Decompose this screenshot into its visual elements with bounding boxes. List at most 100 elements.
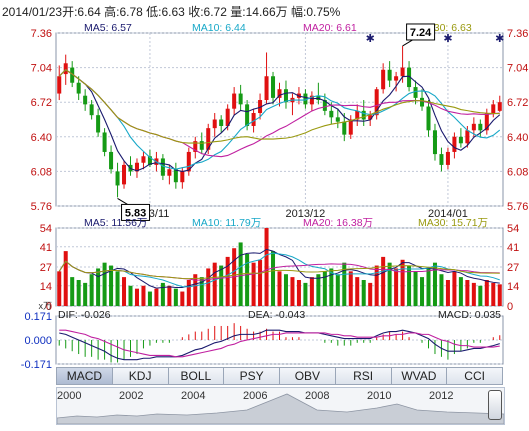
price-legend-item: MA10: 6.44 xyxy=(192,22,246,34)
volume-legend-item: MA30: 15.71万 xyxy=(418,217,488,229)
timeline-drag-handle[interactable] xyxy=(488,390,502,420)
candle-body xyxy=(335,117,340,122)
volume-bar xyxy=(199,277,204,306)
volume-bar xyxy=(102,262,107,306)
volume-bar xyxy=(478,285,483,306)
candle-body xyxy=(225,108,230,126)
volume-bar xyxy=(445,280,450,306)
volume-bar xyxy=(368,282,373,306)
volume-bar xyxy=(335,274,340,306)
volume-tick-right: 27 xyxy=(507,262,519,274)
macd-tick-left: 0.000 xyxy=(24,335,52,347)
volume-bar xyxy=(141,285,146,306)
volume-bar xyxy=(245,254,250,306)
volume-bar xyxy=(491,282,496,306)
macd-legend-item: DEA: -0.043 xyxy=(248,309,305,321)
volume-bar xyxy=(186,280,191,306)
candle-body xyxy=(193,141,198,152)
volume-tick-left: 41 xyxy=(40,242,52,254)
volume-bar xyxy=(290,277,295,306)
callout-leader xyxy=(117,198,128,205)
year-label: 2008 xyxy=(305,390,330,402)
volume-bar xyxy=(160,282,165,306)
candle-body xyxy=(180,171,185,183)
tab-cci[interactable]: CCI xyxy=(446,367,503,385)
candle-body xyxy=(57,76,62,94)
tab-obv[interactable]: OBV xyxy=(279,367,335,385)
volume-bar xyxy=(309,277,314,306)
candle-body xyxy=(374,89,379,116)
candle-body xyxy=(186,151,191,172)
price-legend-item: MA5: 6.57 xyxy=(84,22,132,34)
tab-kdj[interactable]: KDJ xyxy=(111,367,168,385)
price-tick-right: 5.76 xyxy=(507,201,528,213)
candle-body xyxy=(445,151,450,165)
callout-value: 7.24 xyxy=(410,27,432,39)
price-tick-left: 6.40 xyxy=(31,132,52,144)
low-value: 6.63 xyxy=(161,5,185,19)
volume-bar xyxy=(381,256,386,306)
callout-box xyxy=(406,23,436,41)
candle-body xyxy=(199,141,204,150)
year-label: 2004 xyxy=(181,390,206,402)
candle-body xyxy=(381,69,386,90)
volume-unit-label: x万 xyxy=(38,301,52,311)
candle-body xyxy=(355,110,360,120)
volume-tick-right: 54 xyxy=(507,223,519,235)
candle-body xyxy=(160,158,165,176)
volume-legend-item: MA20: 16.38万 xyxy=(303,217,373,229)
macd-legend-item: DIF: -0.026 xyxy=(58,309,111,321)
macd-dea-line xyxy=(59,329,500,358)
candle-body xyxy=(258,100,263,114)
volume-bar xyxy=(193,274,198,306)
candle-body xyxy=(309,95,314,105)
volume-value: 14.66万 xyxy=(245,5,288,19)
tab-psy[interactable]: PSY xyxy=(223,367,279,385)
tab-wvad[interactable]: WVAD xyxy=(390,367,447,385)
candle-body xyxy=(407,67,412,88)
event-marker-icon: ✱ xyxy=(495,33,504,45)
close-value: 6.72 xyxy=(203,5,227,19)
macd-tick-left: -0.171 xyxy=(21,359,52,371)
candle-body xyxy=(251,113,256,126)
volume-bar xyxy=(83,282,88,306)
volume-bar xyxy=(180,291,185,306)
candle-body xyxy=(96,115,101,133)
volume-bar xyxy=(348,271,353,306)
candle-body xyxy=(484,113,489,131)
tab-boll[interactable]: BOLL xyxy=(167,367,224,385)
candle-body xyxy=(322,100,327,111)
candle-body xyxy=(452,136,457,152)
year-label: 2002 xyxy=(119,390,144,402)
volume-tick-right: 41 xyxy=(507,242,519,254)
volume-bar xyxy=(219,265,224,306)
callout-box xyxy=(121,203,151,221)
candle-body xyxy=(206,128,211,150)
tab-macd[interactable]: MACD xyxy=(56,367,112,385)
candle-body xyxy=(387,69,392,81)
volume-bar xyxy=(154,288,159,306)
candle-body xyxy=(109,151,114,170)
volume-label: 量: xyxy=(230,5,246,19)
candle-body xyxy=(271,76,276,98)
volume-bar xyxy=(316,274,321,306)
tab-rsi[interactable]: RSI xyxy=(334,367,391,385)
candle-body xyxy=(122,164,127,185)
volume-bar xyxy=(484,280,489,306)
volume-bar xyxy=(361,280,366,306)
candle-body xyxy=(394,76,399,81)
timeline-navigator[interactable]: 2000 2002 2004 2006 2008 2010 2012 xyxy=(56,387,505,425)
volume-bar xyxy=(115,271,120,306)
price-tick-left: 5.76 xyxy=(31,201,52,213)
candle-body xyxy=(465,130,470,144)
price-tick-right: 7.04 xyxy=(507,63,528,75)
candle-body xyxy=(400,67,405,77)
quote-date: 2014/01/23 xyxy=(2,5,63,19)
indicator-tabs: MACD KDJ BOLL PSY OBV RSI WVAD CCI xyxy=(56,367,503,385)
candle-body xyxy=(134,162,139,172)
candle-body xyxy=(76,82,81,94)
volume-bar xyxy=(471,282,476,306)
volume-bar xyxy=(283,274,288,306)
date-tick-label: 2013/12 xyxy=(286,208,326,220)
